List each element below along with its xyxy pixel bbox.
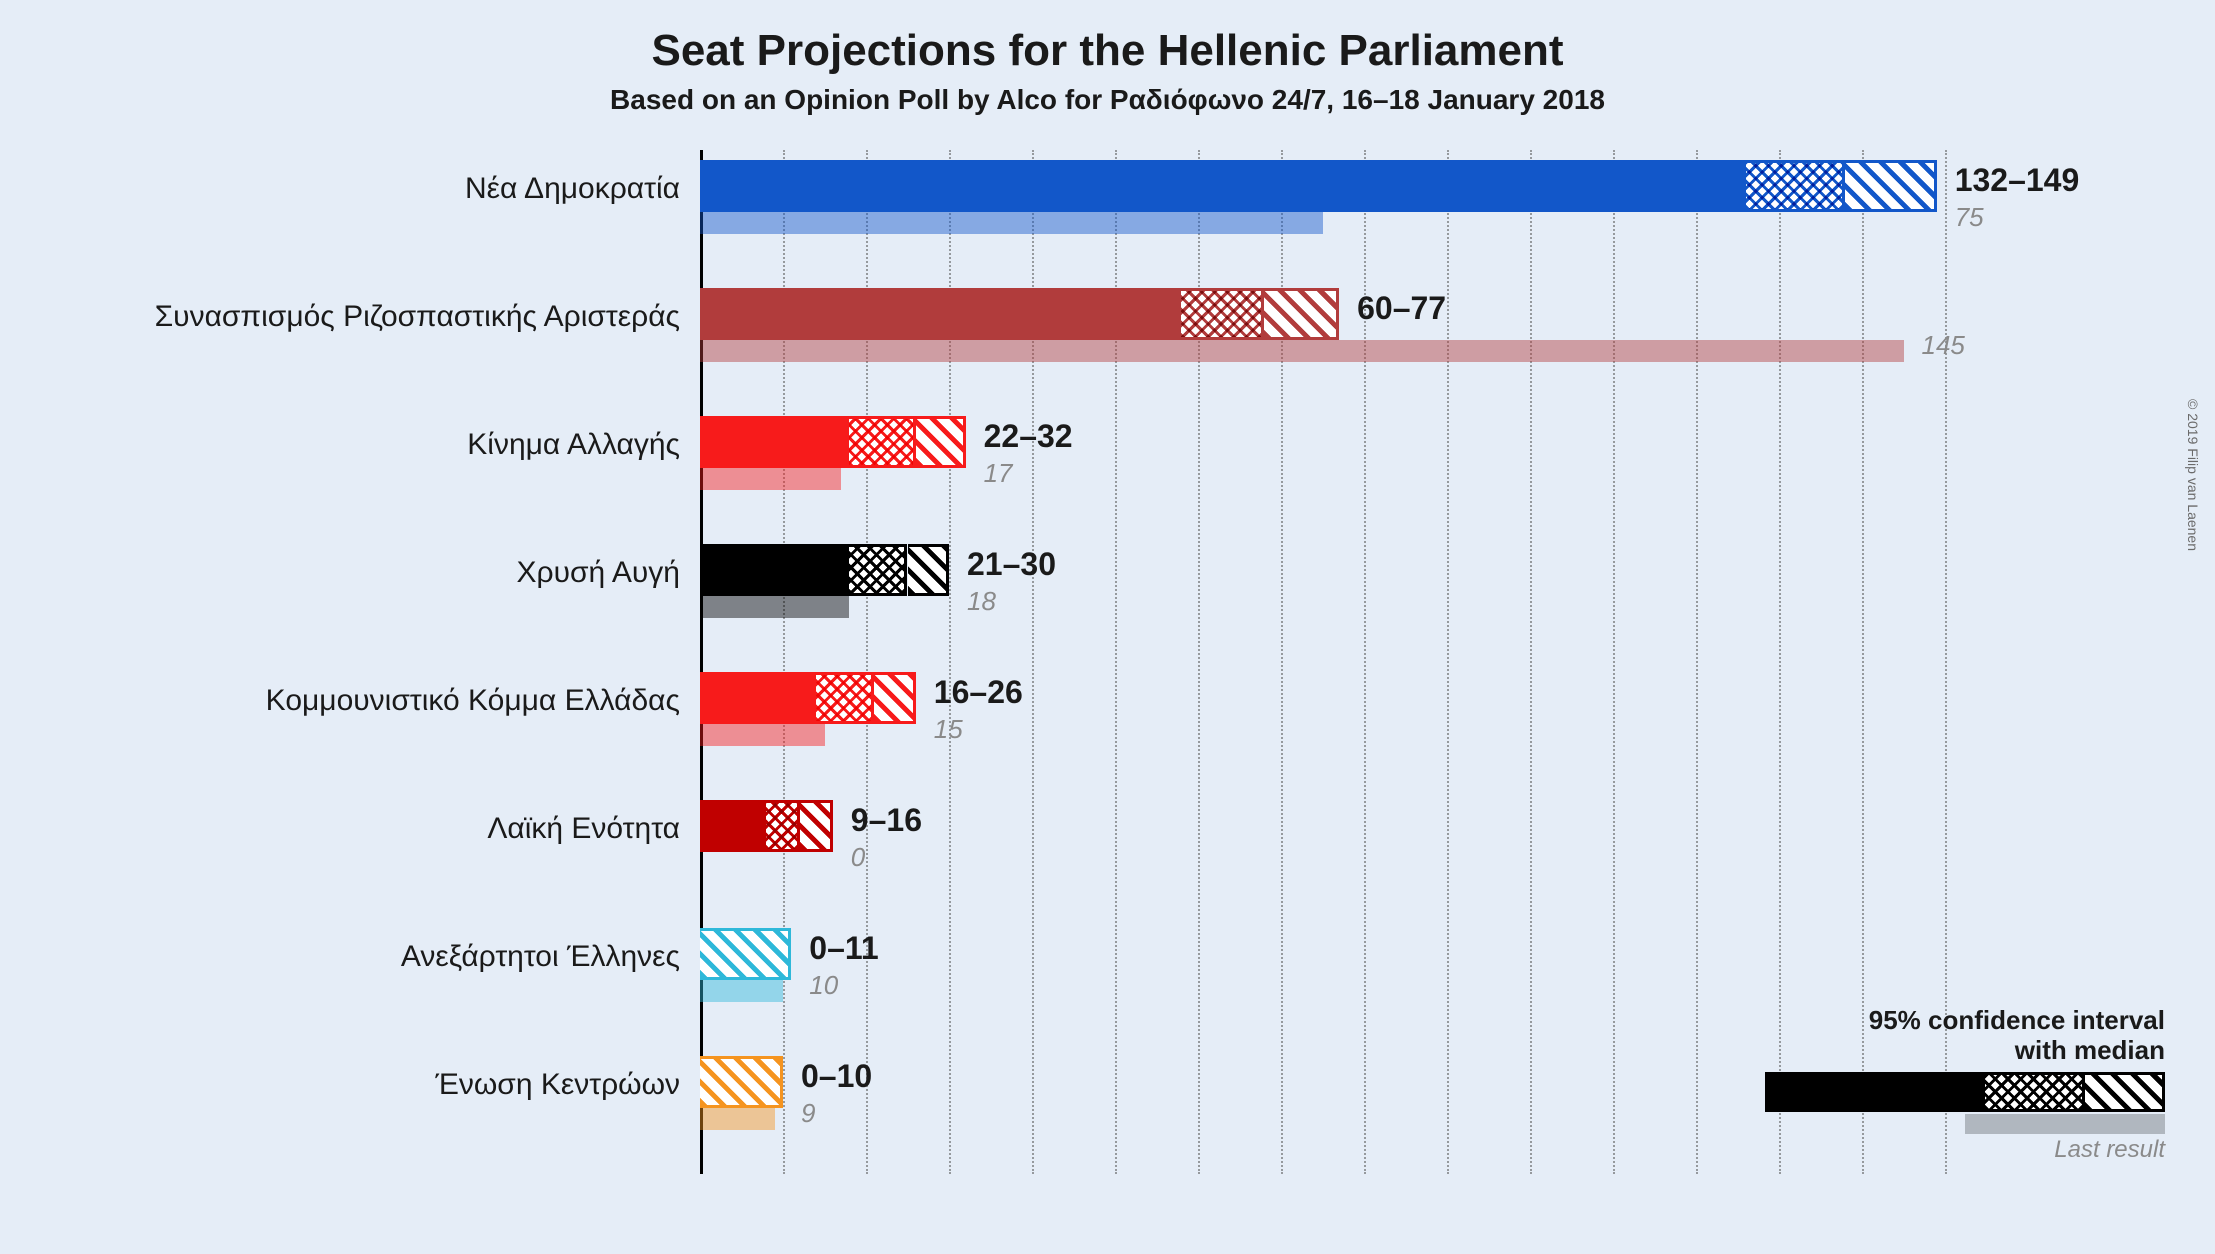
range-label: 132–149	[1955, 162, 2080, 199]
bar-diagonal-segment	[1845, 160, 1936, 212]
projection-bar	[700, 288, 1339, 340]
bar-solid-segment	[700, 672, 816, 724]
bar-solid-segment	[700, 544, 849, 596]
last-result-label: 18	[967, 586, 996, 617]
party-row: Νέα Δημοκρατία132–14975	[700, 150, 2000, 278]
last-result-bar	[700, 724, 825, 746]
bar-crosshatch-segment	[816, 672, 874, 724]
bar-diagonal-segment	[1264, 288, 1339, 340]
range-label: 21–30	[967, 546, 1056, 583]
bar-diagonal-segment	[874, 672, 916, 724]
bar-crosshatch-segment	[766, 800, 799, 852]
party-row: Κομμουνιστικό Κόμμα Ελλάδας16–2615	[700, 662, 2000, 790]
range-label: 0–11	[809, 930, 878, 967]
last-result-bar	[700, 980, 783, 1002]
party-label: Συνασπισμός Ριζοσπαστικής Αριστεράς	[155, 300, 680, 334]
legend-crosshatch	[1985, 1072, 2085, 1112]
last-result-bar	[700, 468, 841, 490]
legend-last-label: Last result	[1765, 1136, 2165, 1164]
bar-solid-segment	[700, 160, 1746, 212]
last-result-bar	[700, 596, 849, 618]
bar-solid-segment	[700, 288, 1181, 340]
party-label: Ανεξάρτητοι Έλληνες	[401, 940, 680, 974]
range-label: 60–77	[1357, 290, 1446, 327]
projection-bar	[700, 160, 1937, 212]
bar-diagonal-segment	[700, 1056, 783, 1108]
range-label: 16–26	[934, 674, 1023, 711]
party-label: Νέα Δημοκρατία	[465, 172, 680, 206]
party-label: Λαϊκή Ενότητα	[487, 812, 680, 846]
bar-crosshatch-segment	[1181, 288, 1264, 340]
party-label: Κίνημα Αλλαγής	[467, 428, 680, 462]
legend-ci-line1: 95% confidence interval	[1869, 1005, 2165, 1035]
bar-diagonal-segment	[700, 928, 791, 980]
range-label: 0–10	[801, 1058, 872, 1095]
range-label: 9–16	[851, 802, 922, 839]
projection-bar	[700, 416, 966, 468]
party-label: Κομμουνιστικό Κόμμα Ελλάδας	[266, 684, 680, 718]
party-label: Χρυσή Αυγή	[517, 556, 680, 590]
projection-bar	[700, 928, 791, 980]
bar-crosshatch-segment	[849, 544, 907, 596]
legend-diagonal	[2085, 1072, 2165, 1112]
last-result-label: 75	[1955, 202, 1984, 233]
legend-solid	[1765, 1072, 1985, 1112]
legend-ci-bar	[1765, 1072, 2165, 1112]
legend: 95% confidence interval with median Last…	[1765, 1006, 2165, 1164]
party-row: Κίνημα Αλλαγής22–3217	[700, 406, 2000, 534]
projection-bar	[700, 544, 949, 596]
chart-title: Seat Projections for the Hellenic Parlia…	[0, 0, 2215, 76]
bar-diagonal-segment	[800, 800, 833, 852]
projection-bar	[700, 800, 833, 852]
party-label: Ένωση Κεντρώων	[435, 1068, 680, 1102]
projection-bar	[700, 1056, 783, 1108]
last-result-label: 10	[809, 970, 838, 1001]
chart-subtitle: Based on an Opinion Poll by Alco for Ραδ…	[0, 84, 2215, 116]
bar-solid-segment	[700, 416, 849, 468]
legend-last-bar	[1965, 1114, 2165, 1134]
legend-ci-line2: with median	[2015, 1035, 2165, 1065]
last-result-label: 145	[1922, 330, 1965, 361]
last-result-bar	[700, 340, 1904, 362]
last-result-bar	[700, 1108, 775, 1130]
bar-solid-segment	[700, 800, 766, 852]
projection-bar	[700, 672, 916, 724]
party-row: Λαϊκή Ενότητα9–160	[700, 790, 2000, 918]
last-result-bar	[700, 212, 1323, 234]
copyright-text: © 2019 Filip van Laenen	[2185, 399, 2201, 551]
last-result-label: 17	[984, 458, 1013, 489]
bar-diagonal-segment	[908, 544, 950, 596]
last-result-label: 15	[934, 714, 963, 745]
last-result-label: 9	[801, 1098, 815, 1129]
party-row: Χρυσή Αυγή21–3018	[700, 534, 2000, 662]
last-result-label: 0	[851, 842, 865, 873]
bar-crosshatch-segment	[1746, 160, 1846, 212]
party-row: Συνασπισμός Ριζοσπαστικής Αριστεράς60–77…	[700, 278, 2000, 406]
range-label: 22–32	[984, 418, 1073, 455]
bar-crosshatch-segment	[849, 416, 915, 468]
bar-diagonal-segment	[916, 416, 966, 468]
legend-ci-label: 95% confidence interval with median	[1765, 1006, 2165, 1066]
